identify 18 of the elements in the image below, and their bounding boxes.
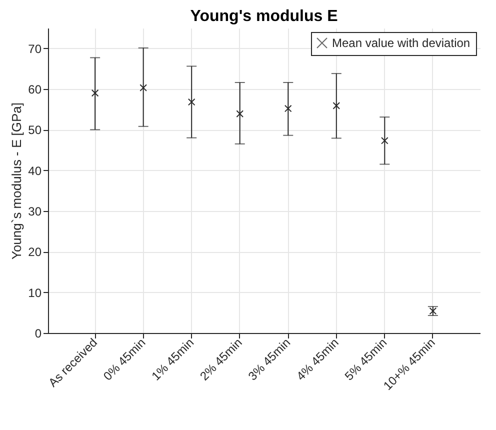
y-tick-label: 0 <box>34 326 42 340</box>
y-tick-label: 40 <box>28 164 42 178</box>
point <box>284 104 292 112</box>
y-axis-title: Young`s modulus - E [GPa] <box>9 102 24 260</box>
y-tick-label: 10 <box>28 286 42 300</box>
y-tick-label: 30 <box>28 204 42 218</box>
legend-label: Mean value with deviation <box>332 36 470 50</box>
y-tick-label: 70 <box>28 42 42 56</box>
point <box>188 98 196 106</box>
point <box>332 102 340 110</box>
y-tick-label: 50 <box>28 123 42 138</box>
point <box>236 110 244 118</box>
chart-title: Young's modulus E <box>190 8 338 25</box>
point <box>381 136 388 144</box>
y-tick-label: 20 <box>28 245 42 260</box>
point <box>140 84 147 92</box>
point <box>91 89 99 97</box>
y-tick-label: 60 <box>28 82 42 96</box>
